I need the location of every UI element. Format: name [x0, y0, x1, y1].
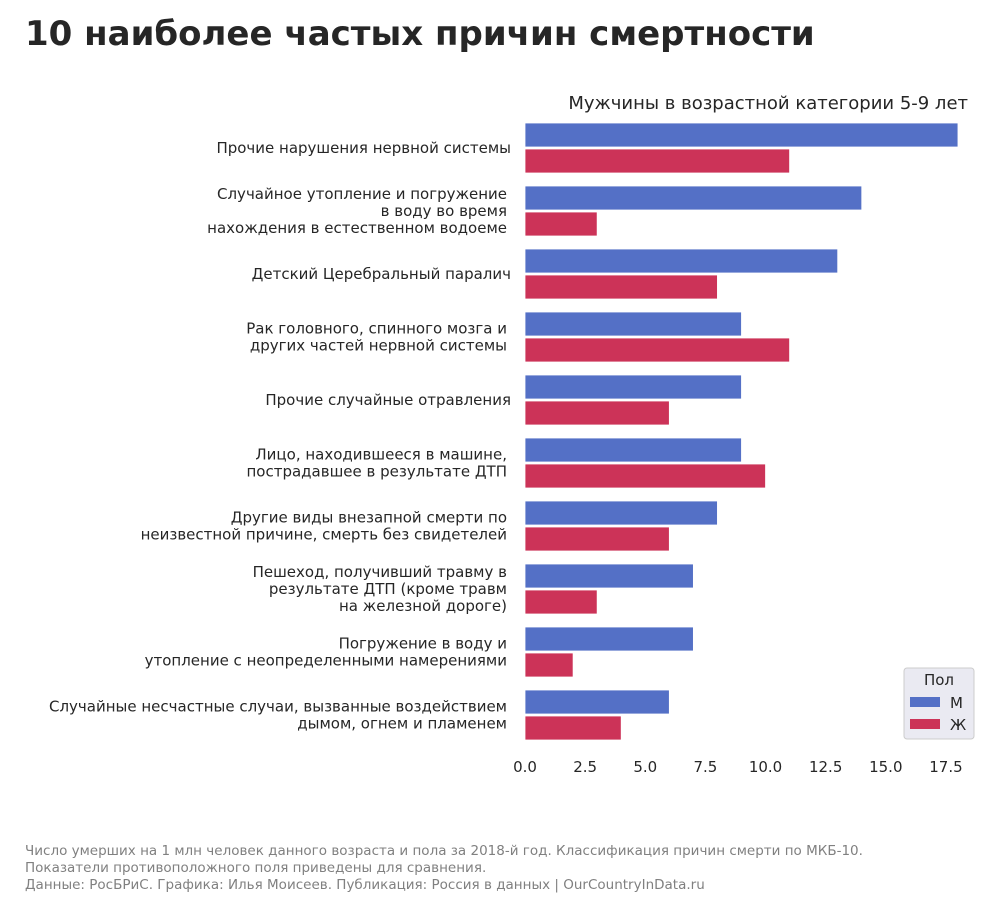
bar-m-2 — [524, 185, 863, 211]
category-label-line: утопление с неопределенными намерениями — [145, 652, 507, 670]
category-label-10: Случайные несчастные случаи, вызванные в… — [49, 698, 507, 733]
category-label-line: в воду во время — [381, 202, 507, 220]
bar-f-4 — [524, 337, 790, 363]
category-label-line: неизвестной причине, смерть без свидетел… — [141, 526, 507, 544]
legend-label-m: М — [950, 694, 963, 712]
chart-subtitle: Мужчины в возрастной категории 5-9 лет — [568, 93, 968, 114]
category-label-line: пострадавшее в результате ДТП — [246, 463, 507, 481]
category-label-line: Детский Церебральный паралич — [252, 265, 511, 283]
legend-label-f: Ж — [950, 716, 966, 734]
legend-swatch-f — [910, 719, 940, 729]
bars-layer — [524, 122, 959, 741]
bar-m-8 — [524, 563, 694, 589]
category-label-line: Случайные несчастные случаи, вызванные в… — [49, 698, 507, 716]
bar-m-3 — [524, 248, 839, 274]
bar-f-9 — [524, 652, 574, 678]
footer-line-1: Число умерших на 1 млн человек данного в… — [25, 843, 863, 859]
bar-m-9 — [524, 626, 694, 652]
category-label-6: Лицо, находившееся в машине, пострадавшее… — [246, 446, 507, 481]
footer-line-2: Показатели противоположного поля приведе… — [25, 860, 487, 876]
x-tick-label: 2.5 — [573, 758, 597, 776]
bar-f-5 — [524, 400, 670, 426]
category-label-4: Рак головного, спинного мозга и других ча… — [246, 320, 507, 355]
category-label-line: Рак головного, спинного мозга и — [246, 320, 507, 338]
category-label-7: Другие виды внезапной смерти по неизвестн… — [141, 509, 507, 544]
legend-title: Пол — [924, 671, 954, 689]
bar-m-5 — [524, 374, 742, 400]
bar-f-3 — [524, 274, 718, 300]
page-title: 10 наиболее частых причин смертности — [25, 14, 815, 54]
category-label-line: Лицо, находившееся в машине, — [255, 446, 507, 464]
x-tick-label: 7.5 — [693, 758, 717, 776]
bar-m-7 — [524, 500, 718, 526]
legend: Пол М Ж — [903, 667, 975, 740]
bar-m-10 — [524, 689, 670, 715]
category-label-8: Пешеход, получивший травму в результате Д… — [253, 563, 507, 615]
bar-f-2 — [524, 211, 598, 237]
category-label-line: других частей нервной системы — [250, 337, 507, 355]
footer-line-3: Данные: РосБРиС. Графика: Илья Моисеев. … — [25, 877, 705, 893]
category-label-line: результате ДТП (кроме травм — [269, 580, 507, 598]
category-label-line: Прочие случайные отравления — [265, 391, 511, 409]
x-tick-label: 0.0 — [513, 758, 537, 776]
legend-swatch-m — [910, 697, 940, 707]
category-label-line: Пешеход, получивший травму в — [253, 563, 507, 581]
category-label-line: Погружение в воду и — [339, 635, 507, 653]
bar-f-6 — [524, 463, 766, 489]
category-label-1: Прочие нарушения нервной системы — [216, 139, 511, 157]
category-label-line: Другие виды внезапной смерти по — [231, 509, 507, 527]
x-tick-label: 15.0 — [869, 758, 902, 776]
x-tick-label: 5.0 — [633, 758, 657, 776]
category-label-5: Прочие случайные отравления — [265, 391, 511, 409]
bar-f-1 — [524, 148, 790, 174]
bar-m-6 — [524, 437, 742, 463]
bar-f-10 — [524, 715, 622, 741]
bar-f-7 — [524, 526, 670, 552]
x-axis-ticks: 0.0 2.5 5.0 7.5 10.0 12.5 15.0 17.5 — [513, 758, 963, 776]
x-tick-label: 10.0 — [749, 758, 782, 776]
category-label-3: Детский Церебральный паралич — [252, 265, 511, 283]
category-labels: Прочие нарушения нервной системы Случайно… — [49, 139, 511, 733]
footer-notes: Число умерших на 1 млн человек данного в… — [25, 843, 863, 894]
bar-f-8 — [524, 589, 598, 615]
category-label-2: Случайное утопление и погружение в воду в… — [207, 185, 507, 237]
x-tick-label: 17.5 — [929, 758, 962, 776]
category-label-line: на железной дороге) — [339, 597, 507, 615]
bar-m-4 — [524, 311, 742, 337]
category-label-line: дымом, огнем и пламенем — [297, 715, 507, 733]
category-label-line: нахождения в естественном водоеме — [207, 219, 507, 237]
category-label-9: Погружение в воду и утопление с неопредел… — [145, 635, 507, 670]
bar-m-1 — [524, 122, 959, 148]
category-label-line: Случайное утопление и погружение — [217, 185, 507, 203]
x-tick-label: 12.5 — [809, 758, 842, 776]
category-label-line: Прочие нарушения нервной системы — [216, 139, 511, 157]
